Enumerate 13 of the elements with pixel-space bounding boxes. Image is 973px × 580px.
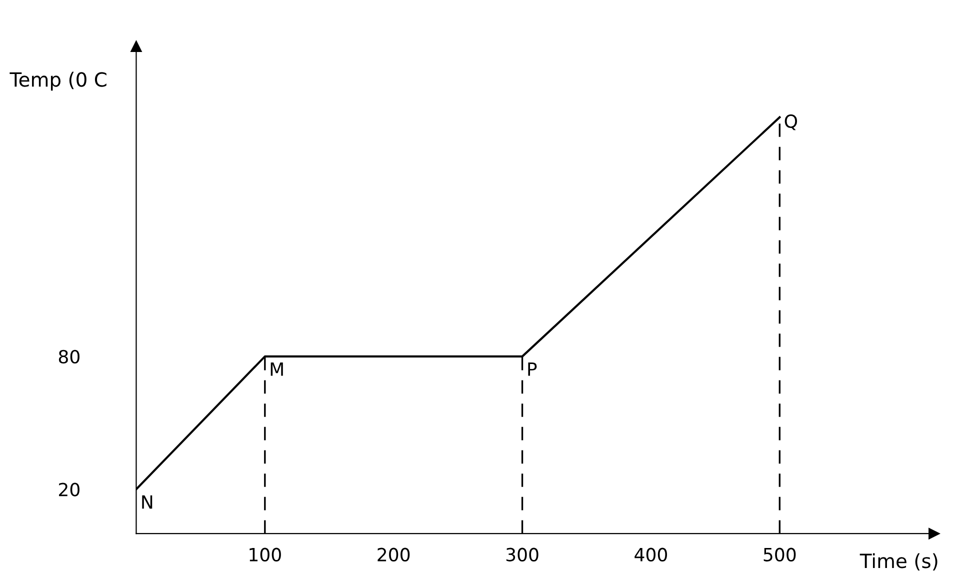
x-tick-label: 100 xyxy=(250,548,281,562)
annotation: M xyxy=(270,362,283,376)
x-tick-label: 400 xyxy=(634,548,667,562)
annotation: Q xyxy=(784,114,798,130)
x-tick-label: 500 xyxy=(764,548,796,562)
x-tick-label: 200 xyxy=(378,548,410,562)
x-tick-label: 300 xyxy=(506,548,538,562)
annotation: N xyxy=(142,495,152,509)
y-tick-label: 80 xyxy=(58,350,80,364)
x-axis-title: Time (s) xyxy=(860,553,938,571)
annotation: P xyxy=(528,362,537,376)
y-tick-label: 20 xyxy=(59,482,80,496)
y-axis-title: Temp (0 C xyxy=(10,72,106,91)
